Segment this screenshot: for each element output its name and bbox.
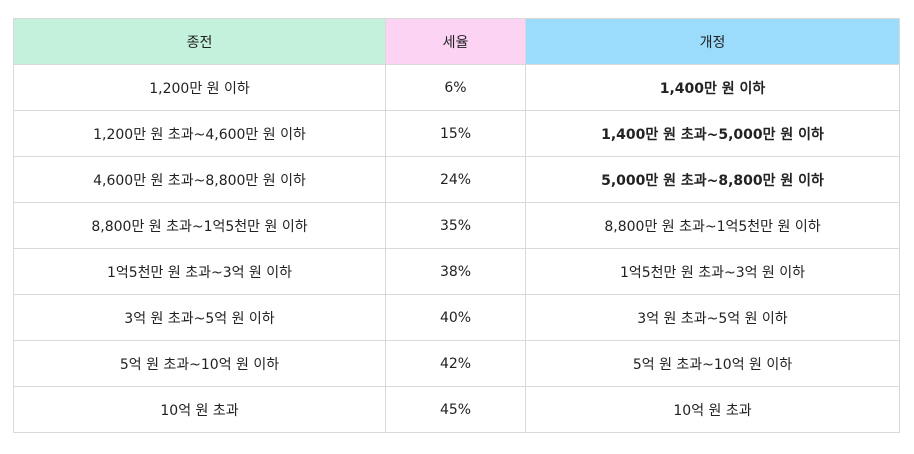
table-row: 5억 원 초과~10억 원 이하 42% 5억 원 초과~10억 원 이하 xyxy=(13,340,900,387)
new-bracket: 10억 원 초과 xyxy=(525,386,900,433)
new-bracket: 1억5천만 원 초과~3억 원 이하 xyxy=(525,248,900,295)
tax-rate: 15% xyxy=(385,110,526,157)
table-row: 1억5천만 원 초과~3억 원 이하 38% 1억5천만 원 초과~3억 원 이… xyxy=(13,248,900,295)
tax-rate: 6% xyxy=(385,64,526,111)
tax-rate: 35% xyxy=(385,202,526,249)
table-header-row: 종전 세율 개정 xyxy=(13,18,900,65)
header-rate: 세율 xyxy=(385,18,526,65)
new-bracket: 5억 원 초과~10억 원 이하 xyxy=(525,340,900,387)
new-bracket: 3억 원 초과~5억 원 이하 xyxy=(525,294,900,341)
old-bracket: 1,200만 원 이하 xyxy=(13,64,386,111)
tax-rate: 24% xyxy=(385,156,526,203)
tax-rate: 38% xyxy=(385,248,526,295)
tax-rate: 42% xyxy=(385,340,526,387)
tax-rate: 45% xyxy=(385,386,526,433)
new-bracket: 1,400만 원 이하 xyxy=(525,64,900,111)
table-row: 1,200만 원 이하 6% 1,400만 원 이하 xyxy=(13,64,900,111)
new-bracket: 5,000만 원 초과~8,800만 원 이하 xyxy=(525,156,900,203)
old-bracket: 3억 원 초과~5억 원 이하 xyxy=(13,294,386,341)
table-row: 3억 원 초과~5억 원 이하 40% 3억 원 초과~5억 원 이하 xyxy=(13,294,900,341)
table-row: 8,800만 원 초과~1억5천만 원 이하 35% 8,800만 원 초과~1… xyxy=(13,202,900,249)
table-row: 10억 원 초과 45% 10억 원 초과 xyxy=(13,386,900,433)
tax-bracket-table: 종전 세율 개정 1,200만 원 이하 6% 1,400만 원 이하 1,20… xyxy=(13,18,900,433)
new-bracket: 8,800만 원 초과~1억5천만 원 이하 xyxy=(525,202,900,249)
header-old: 종전 xyxy=(13,18,386,65)
old-bracket: 4,600만 원 초과~8,800만 원 이하 xyxy=(13,156,386,203)
tax-rate: 40% xyxy=(385,294,526,341)
new-bracket: 1,400만 원 초과~5,000만 원 이하 xyxy=(525,110,900,157)
header-new: 개정 xyxy=(525,18,900,65)
old-bracket: 8,800만 원 초과~1억5천만 원 이하 xyxy=(13,202,386,249)
table-row: 4,600만 원 초과~8,800만 원 이하 24% 5,000만 원 초과~… xyxy=(13,156,900,203)
table-row: 1,200만 원 초과~4,600만 원 이하 15% 1,400만 원 초과~… xyxy=(13,110,900,157)
old-bracket: 5억 원 초과~10억 원 이하 xyxy=(13,340,386,387)
old-bracket: 1,200만 원 초과~4,600만 원 이하 xyxy=(13,110,386,157)
old-bracket: 10억 원 초과 xyxy=(13,386,386,433)
old-bracket: 1억5천만 원 초과~3억 원 이하 xyxy=(13,248,386,295)
